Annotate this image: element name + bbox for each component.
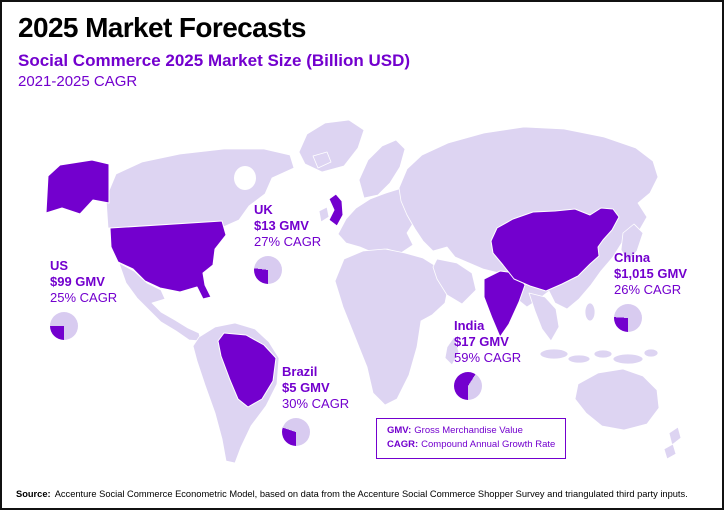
arabia-shape: [432, 258, 477, 305]
alaska-map-shape: [45, 159, 110, 215]
uk-gmv: $13 GMV: [254, 218, 309, 233]
china-gmv: $1,015 GMV: [614, 266, 687, 281]
india-name: India: [454, 318, 485, 333]
africa-shape: [334, 248, 450, 406]
china-name: China: [614, 250, 651, 265]
india-gmv: $17 GMV: [454, 334, 509, 349]
indonesia-island-3: [593, 349, 613, 359]
china-map-shape: [490, 207, 620, 292]
legend-cagr-term: CAGR:: [387, 439, 419, 450]
philippines-shape: [584, 302, 596, 322]
header: 2025 Market Forecasts Social Commerce 20…: [18, 12, 706, 91]
cagr-subtitle: 2021-2025 CAGR: [18, 73, 138, 90]
legend-cagr-definition: Compound Annual Growth Rate: [421, 439, 556, 450]
indonesia-island-4: [612, 353, 644, 365]
uk-name: UK: [254, 202, 273, 217]
source-text: Accenture Social Commerce Econometric Mo…: [52, 489, 688, 499]
china-cagr: 26% CAGR: [614, 282, 682, 297]
us-cagr: 25% CAGR: [50, 290, 118, 305]
indonesia-island-5: [643, 348, 659, 358]
chart-subtitle: Social Commerce 2025 Market Size (Billio…: [18, 51, 411, 70]
us-cagr-pie: [50, 312, 78, 340]
iceland-shape: [312, 151, 332, 169]
brazil-label: Brazil $5 GMV 30% CAGR: [282, 364, 349, 446]
source-label: Source:: [16, 489, 51, 499]
india-cagr: 59% CAGR: [454, 350, 522, 365]
uk-cagr-pie: [254, 256, 282, 284]
page-title: 2025 Market Forecasts: [18, 12, 306, 43]
scandinavia-shape: [358, 139, 406, 199]
legend-gmv-definition: Gross Merchandise Value: [414, 425, 523, 436]
us-map-shape: [109, 220, 227, 300]
hudson-bay: [234, 166, 256, 190]
brazil-map-shape: [217, 332, 277, 408]
us-gmv: $99 GMV: [50, 274, 105, 289]
greenland-shape: [298, 119, 365, 173]
china-cagr-pie: [614, 304, 642, 332]
us-name: US: [50, 258, 69, 273]
new-zealand-south-shape: [663, 443, 677, 460]
legend-gmv-row: GMV: Gross Merchandise Value: [387, 424, 555, 438]
legend-cagr-row: CAGR: Compound Annual Growth Rate: [387, 438, 555, 452]
brazil-gmv: $5 GMV: [282, 380, 330, 395]
legend-gmv-term: GMV:: [387, 425, 412, 436]
central-america-shape: [118, 262, 202, 342]
legend-box: GMV: Gross Merchandise Value CAGR: Compoun…: [376, 418, 567, 459]
us-label: US $99 GMV 25% CAGR: [50, 258, 117, 340]
source-note: Source: Accenture Social Commerce Econom…: [16, 489, 688, 499]
australia-shape: [574, 368, 660, 431]
indonesia-island-2: [567, 354, 591, 364]
brazil-cagr: 30% CAGR: [282, 396, 350, 411]
brazil-cagr-pie: [282, 418, 310, 446]
uk-cagr: 27% CAGR: [254, 234, 322, 249]
indonesia-island-1: [539, 348, 569, 360]
china-label: China $1,015 GMV 26% CAGR: [614, 250, 687, 332]
ireland-shape: [318, 206, 330, 223]
uk-map-shape: [328, 193, 344, 227]
uk-label: UK $13 GMV 27% CAGR: [254, 202, 321, 284]
india-cagr-pie: [454, 372, 482, 400]
brazil-name: Brazil: [282, 364, 318, 379]
japan-shape: [620, 223, 644, 262]
madagascar-shape: [444, 336, 460, 366]
india-label: India $17 GMV 59% CAGR: [454, 318, 521, 400]
indochina-shape: [528, 292, 560, 342]
new-zealand-north-shape: [668, 426, 682, 446]
